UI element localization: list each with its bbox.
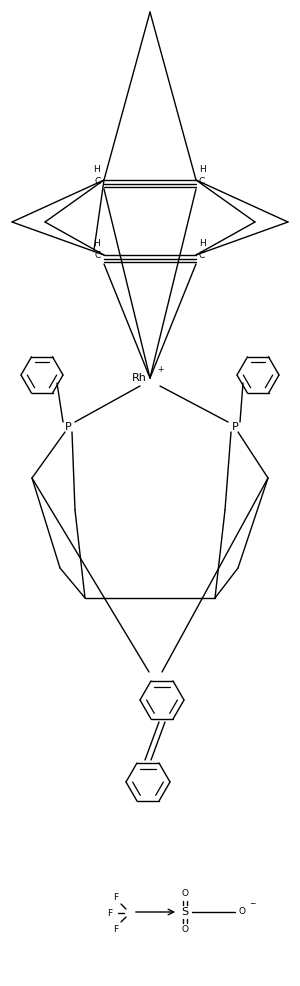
Text: F: F [107, 908, 112, 918]
Text: O: O [182, 889, 188, 898]
Text: O: O [182, 926, 188, 935]
Text: H: H [94, 165, 100, 174]
Text: +: + [157, 366, 163, 375]
Text: H: H [94, 240, 100, 248]
Text: F: F [113, 892, 119, 901]
Text: O: O [238, 907, 245, 917]
Text: S: S [182, 907, 189, 917]
Text: C: C [95, 176, 101, 185]
Text: H: H [200, 240, 206, 248]
Text: P: P [232, 422, 238, 432]
Text: C: C [199, 176, 205, 185]
Text: C: C [95, 251, 101, 260]
Text: P: P [64, 422, 71, 432]
Text: H: H [200, 165, 206, 174]
Text: C: C [199, 251, 205, 260]
Text: −: − [249, 899, 255, 908]
Text: F: F [113, 925, 119, 934]
Text: Rh: Rh [132, 373, 147, 383]
